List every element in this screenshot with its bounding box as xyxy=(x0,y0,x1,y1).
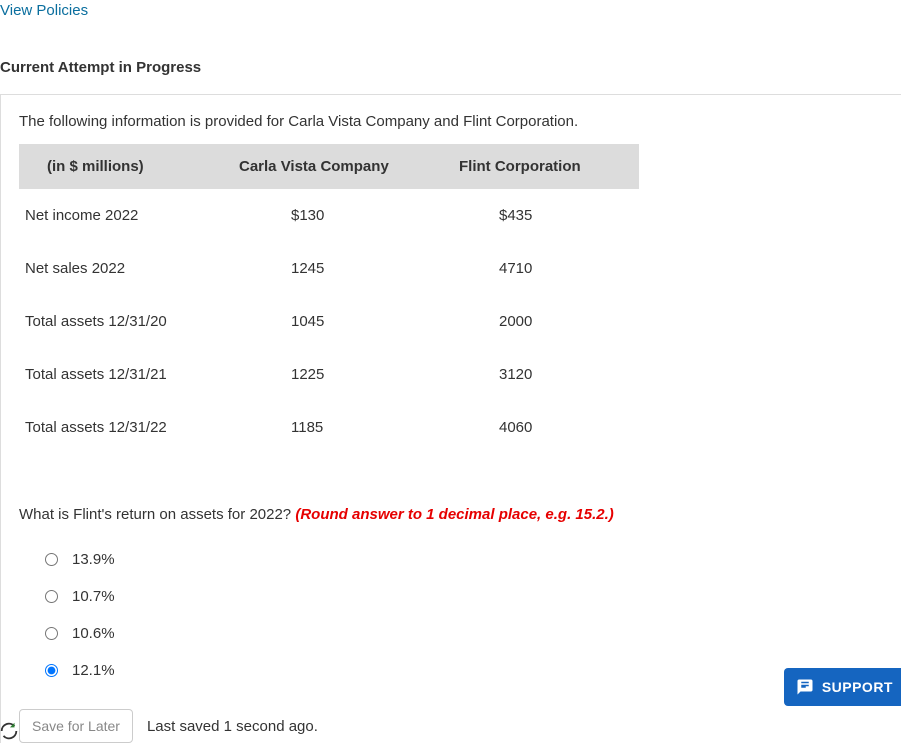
row-metric: Net income 2022 xyxy=(19,189,219,242)
refresh-icon[interactable] xyxy=(0,720,20,742)
column-header-metric: (in $ millions) xyxy=(19,144,219,189)
table-row: Total assets 12/31/2010452000 xyxy=(19,295,639,348)
footer-row: Save for Later Last saved 1 second ago. xyxy=(19,709,901,743)
row-metric: Total assets 12/31/22 xyxy=(19,401,219,454)
row-metric: Net sales 2022 xyxy=(19,242,219,295)
support-button[interactable]: SUPPORT xyxy=(784,668,901,706)
answer-radio[interactable] xyxy=(45,553,58,566)
table-row: Net sales 202212454710 xyxy=(19,242,639,295)
question-content: The following information is provided fo… xyxy=(0,94,901,743)
table-row: Total assets 12/31/2112253120 xyxy=(19,348,639,401)
row-value-corporation: 2000 xyxy=(439,295,639,348)
answer-option-label: 13.9% xyxy=(72,551,115,568)
answer-radio[interactable] xyxy=(45,627,58,640)
row-value-corporation: 4060 xyxy=(439,401,639,454)
save-for-later-button[interactable]: Save for Later xyxy=(19,709,133,743)
answer-radio[interactable] xyxy=(45,664,58,677)
row-value-company: $130 xyxy=(219,189,439,242)
row-value-corporation: $435 xyxy=(439,189,639,242)
row-value-corporation: 3120 xyxy=(439,348,639,401)
row-value-company: 1045 xyxy=(219,295,439,348)
table-row: Total assets 12/31/2211854060 xyxy=(19,401,639,454)
answer-option-label: 12.1% xyxy=(72,662,115,679)
answer-radio[interactable] xyxy=(45,590,58,603)
table-row: Net income 2022$130$435 xyxy=(19,189,639,242)
row-metric: Total assets 12/31/20 xyxy=(19,295,219,348)
answer-option[interactable]: 13.9% xyxy=(45,551,901,568)
row-value-company: 1185 xyxy=(219,401,439,454)
row-metric: Total assets 12/31/21 xyxy=(19,348,219,401)
answer-option[interactable]: 10.6% xyxy=(45,625,901,642)
column-header-company: Carla Vista Company xyxy=(219,144,439,189)
row-value-company: 1225 xyxy=(219,348,439,401)
chat-icon xyxy=(796,678,814,696)
answer-option-label: 10.6% xyxy=(72,625,115,642)
question-prompt: What is Flint's return on assets for 202… xyxy=(19,506,901,523)
support-label: SUPPORT xyxy=(822,679,893,695)
financial-data-table: (in $ millions) Carla Vista Company Flin… xyxy=(19,144,639,454)
answer-options: 13.9% 10.7% 10.6% 12.1% xyxy=(19,551,901,679)
attempt-status-heading: Current Attempt in Progress xyxy=(0,59,901,76)
table-header-row: (in $ millions) Carla Vista Company Flin… xyxy=(19,144,639,189)
last-saved-text: Last saved 1 second ago. xyxy=(147,718,318,735)
question-text: What is Flint's return on assets for 202… xyxy=(19,506,295,523)
column-header-corporation: Flint Corporation xyxy=(439,144,639,189)
row-value-company: 1245 xyxy=(219,242,439,295)
question-hint: (Round answer to 1 decimal place, e.g. 1… xyxy=(295,506,613,523)
answer-option-label: 10.7% xyxy=(72,588,115,605)
answer-option[interactable]: 12.1% xyxy=(45,662,901,679)
answer-option[interactable]: 10.7% xyxy=(45,588,901,605)
intro-text: The following information is provided fo… xyxy=(19,113,901,130)
row-value-corporation: 4710 xyxy=(439,242,639,295)
view-policies-link[interactable]: View Policies xyxy=(0,0,901,19)
